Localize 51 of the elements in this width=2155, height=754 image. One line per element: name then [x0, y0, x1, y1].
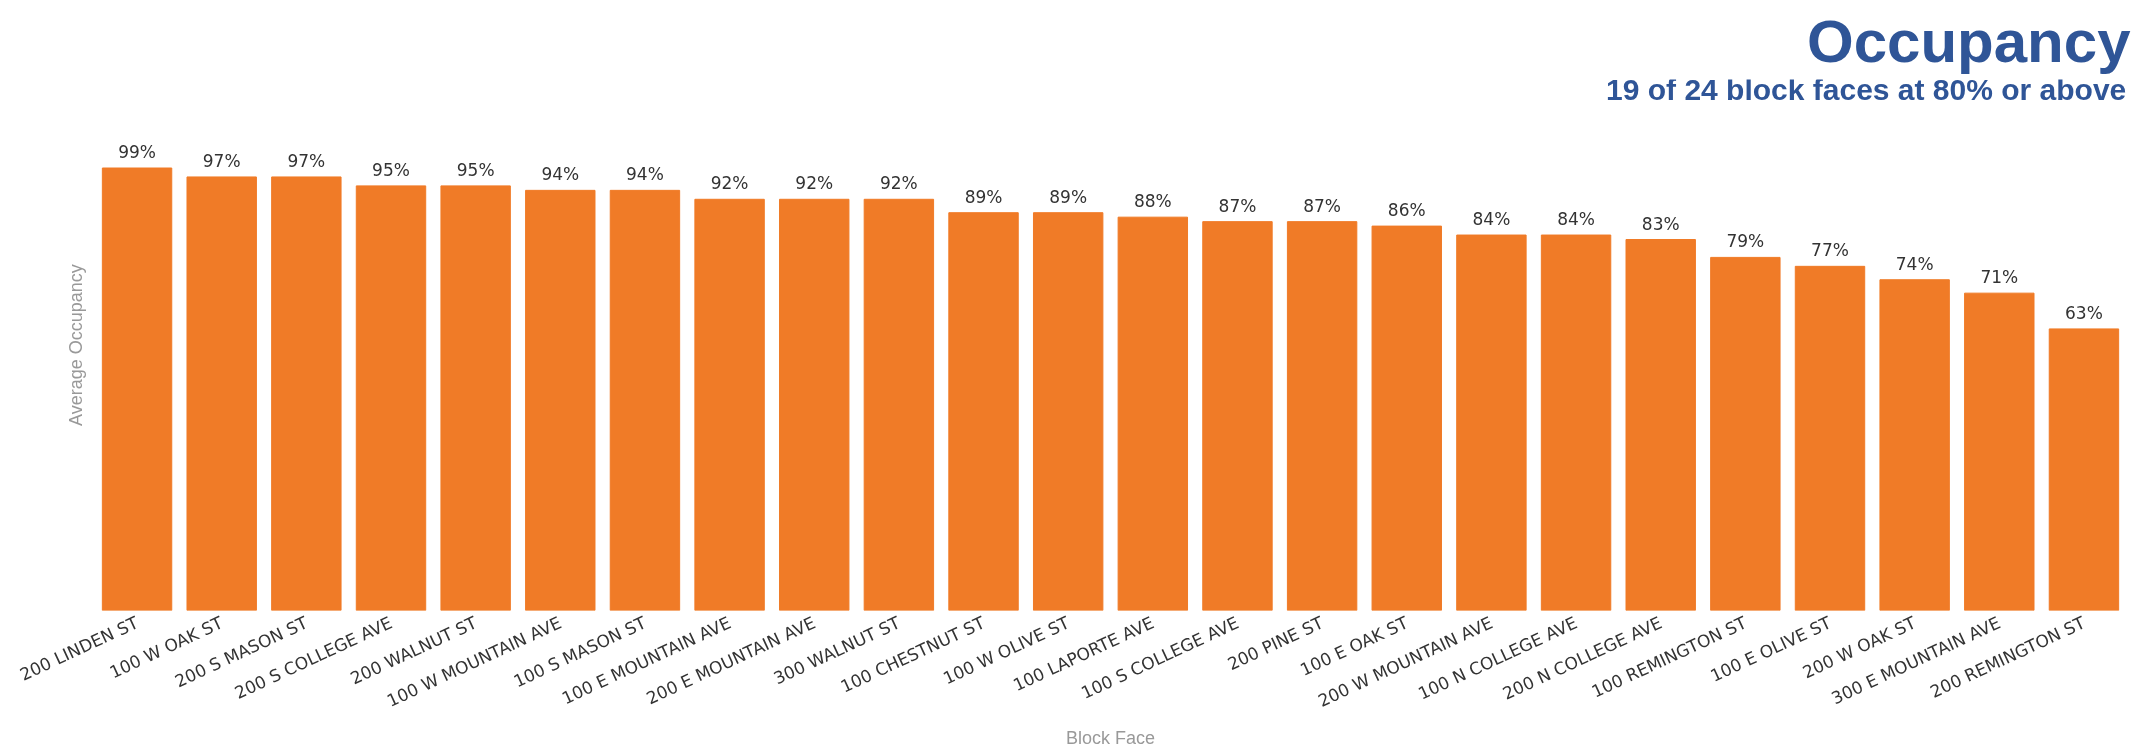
data-label: 79% [1726, 231, 1765, 252]
data-label: 92% [710, 173, 749, 194]
y-axis-title: Average Occupancy [65, 264, 86, 426]
bar [863, 198, 935, 611]
bar [525, 189, 596, 611]
bar [1879, 279, 1950, 611]
bar [1540, 234, 1612, 611]
bar [1794, 265, 1866, 611]
data-label: 97% [287, 150, 326, 171]
bar [1625, 239, 1696, 611]
data-label: 88% [1133, 191, 1172, 212]
data-label: 86% [1387, 200, 1426, 221]
data-label: 63% [2065, 302, 2103, 323]
bar [101, 167, 173, 611]
data-label: 84% [1472, 209, 1511, 230]
x-axis-title: Block Face [1065, 727, 1156, 748]
data-label: 92% [795, 173, 834, 194]
bar [2048, 328, 2120, 611]
data-label: 71% [1980, 267, 2019, 288]
data-label: 95% [456, 159, 495, 180]
bar [609, 189, 681, 611]
bar [186, 176, 257, 611]
data-label: 99% [118, 142, 156, 162]
bar [1964, 292, 2035, 611]
bar [1202, 221, 1273, 611]
data-label: 95% [372, 159, 410, 180]
data-label: 92% [879, 173, 918, 194]
data-label: 94% [626, 164, 664, 185]
data-label: 97% [202, 150, 241, 171]
data-label: 74% [1895, 253, 1934, 274]
data-label: 89% [1049, 186, 1088, 207]
bar [948, 212, 1019, 611]
data-label: 84% [1557, 209, 1595, 230]
bar [271, 176, 342, 611]
chart-title: Occupancy [1807, 7, 2132, 75]
bar [355, 185, 427, 611]
bar [1117, 216, 1189, 611]
bar [1286, 221, 1358, 611]
bar [440, 185, 511, 611]
data-label: 94% [541, 164, 580, 185]
bar [1456, 234, 1527, 611]
data-label: 87% [1218, 195, 1257, 216]
bar [694, 198, 765, 611]
data-label: 77% [1811, 240, 1849, 261]
bar [1710, 256, 1781, 611]
bar [1371, 225, 1442, 611]
data-label: 89% [964, 186, 1003, 207]
data-label: 87% [1303, 195, 1342, 216]
data-label: 83% [1641, 213, 1680, 234]
bar [1032, 212, 1104, 611]
bar [779, 198, 850, 611]
